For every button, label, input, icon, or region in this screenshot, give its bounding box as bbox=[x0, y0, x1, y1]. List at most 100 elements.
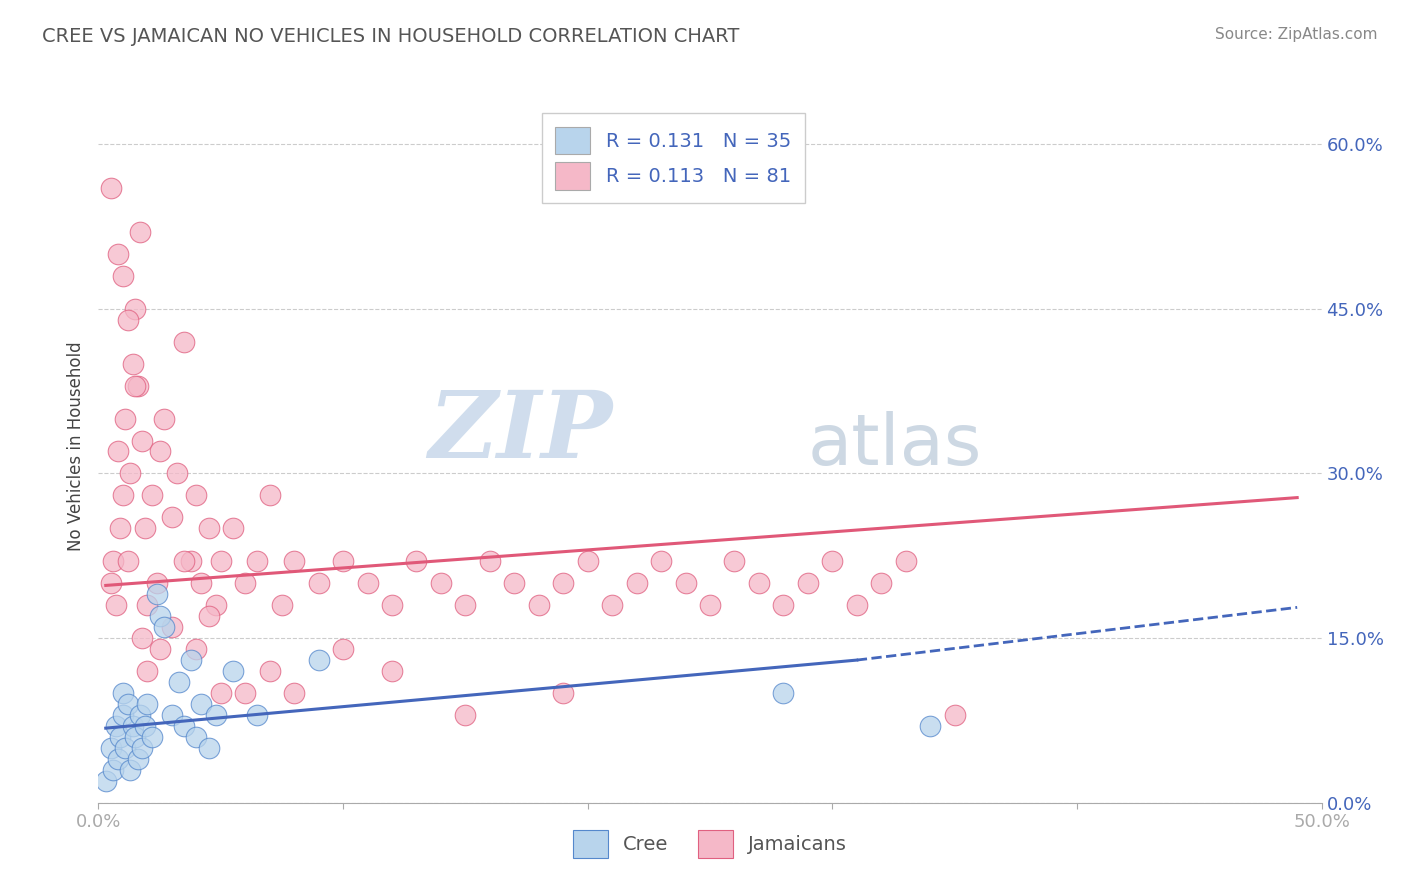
Point bbox=[110, 521, 132, 535]
Point bbox=[160, 510, 183, 524]
Point bbox=[134, 719, 156, 733]
Point bbox=[772, 686, 794, 700]
Point bbox=[259, 664, 281, 678]
Point bbox=[160, 620, 183, 634]
Point bbox=[136, 697, 159, 711]
Point bbox=[478, 554, 501, 568]
Point bbox=[270, 598, 294, 612]
Point bbox=[153, 411, 176, 425]
Point bbox=[233, 576, 256, 591]
Point bbox=[576, 554, 599, 568]
Point bbox=[153, 620, 176, 634]
Point bbox=[149, 642, 172, 657]
Point bbox=[104, 719, 127, 733]
Point bbox=[845, 598, 868, 612]
Point bbox=[308, 576, 330, 591]
Point bbox=[553, 576, 575, 591]
Point bbox=[124, 301, 146, 316]
Point bbox=[553, 686, 575, 700]
Text: atlas: atlas bbox=[808, 411, 983, 481]
Point bbox=[626, 576, 648, 591]
Point bbox=[197, 521, 219, 535]
Point bbox=[149, 609, 172, 624]
Point bbox=[180, 653, 202, 667]
Point bbox=[127, 378, 149, 392]
Point bbox=[131, 740, 153, 755]
Text: CREE VS JAMAICAN NO VEHICLES IN HOUSEHOLD CORRELATION CHART: CREE VS JAMAICAN NO VEHICLES IN HOUSEHOL… bbox=[42, 27, 740, 45]
Point bbox=[430, 576, 453, 591]
Point bbox=[186, 488, 208, 502]
Point bbox=[675, 576, 697, 591]
Point bbox=[173, 719, 195, 733]
Point bbox=[100, 740, 122, 755]
Point bbox=[120, 763, 142, 777]
Point bbox=[405, 554, 427, 568]
Point bbox=[167, 675, 190, 690]
Point bbox=[381, 664, 404, 678]
Point bbox=[100, 181, 122, 195]
Point bbox=[943, 708, 966, 723]
Point bbox=[283, 554, 305, 568]
Point bbox=[100, 576, 122, 591]
Point bbox=[111, 268, 134, 283]
Text: ZIP: ZIP bbox=[427, 387, 612, 476]
Point bbox=[246, 708, 269, 723]
Point bbox=[129, 708, 152, 723]
Point bbox=[111, 488, 134, 502]
Point bbox=[117, 554, 139, 568]
Point bbox=[186, 642, 208, 657]
Point bbox=[186, 730, 208, 744]
Point bbox=[209, 554, 232, 568]
Point bbox=[146, 587, 169, 601]
Point bbox=[173, 554, 195, 568]
Point bbox=[222, 664, 245, 678]
Legend: Cree, Jamaicans: Cree, Jamaicans bbox=[560, 817, 860, 871]
Point bbox=[114, 411, 136, 425]
Point bbox=[454, 708, 477, 723]
Point bbox=[821, 554, 844, 568]
Text: Source: ZipAtlas.com: Source: ZipAtlas.com bbox=[1215, 27, 1378, 42]
Point bbox=[121, 719, 143, 733]
Point bbox=[149, 444, 172, 458]
Point bbox=[503, 576, 526, 591]
Point bbox=[136, 598, 159, 612]
Point bbox=[111, 708, 134, 723]
Point bbox=[259, 488, 281, 502]
Point bbox=[104, 598, 127, 612]
Point bbox=[600, 598, 623, 612]
Point bbox=[129, 225, 152, 239]
Point bbox=[222, 521, 245, 535]
Point bbox=[120, 467, 142, 481]
Point bbox=[146, 576, 169, 591]
Point bbox=[101, 554, 124, 568]
Point bbox=[650, 554, 672, 568]
Point bbox=[166, 467, 188, 481]
Point bbox=[283, 686, 305, 700]
Point bbox=[107, 247, 129, 261]
Point bbox=[117, 312, 139, 326]
Point bbox=[197, 740, 219, 755]
Point bbox=[107, 444, 129, 458]
Point bbox=[308, 653, 330, 667]
Point bbox=[127, 752, 149, 766]
Point bbox=[107, 752, 129, 766]
Point bbox=[197, 609, 219, 624]
Point bbox=[131, 434, 153, 448]
Point bbox=[110, 730, 132, 744]
Point bbox=[699, 598, 721, 612]
Point bbox=[101, 763, 124, 777]
Point bbox=[94, 773, 117, 788]
Point bbox=[124, 378, 146, 392]
Point bbox=[246, 554, 269, 568]
Point bbox=[920, 719, 942, 733]
Point bbox=[160, 708, 183, 723]
Point bbox=[870, 576, 893, 591]
Point bbox=[723, 554, 745, 568]
Point bbox=[205, 708, 228, 723]
Point bbox=[527, 598, 550, 612]
Point bbox=[190, 697, 212, 711]
Point bbox=[205, 598, 228, 612]
Point bbox=[454, 598, 477, 612]
Point bbox=[114, 740, 136, 755]
Point bbox=[124, 730, 146, 744]
